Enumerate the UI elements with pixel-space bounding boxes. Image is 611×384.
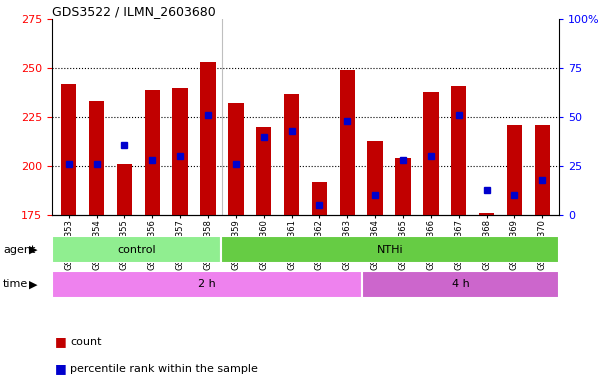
Text: NTHi: NTHi (377, 245, 403, 255)
Text: GDS3522 / ILMN_2603680: GDS3522 / ILMN_2603680 (52, 5, 216, 18)
Bar (367, 141, 383, 215)
Bar (200, 62, 216, 215)
Text: 2 h: 2 h (198, 279, 216, 289)
Text: count: count (70, 337, 102, 347)
Bar (117, 164, 132, 215)
Bar (172, 88, 188, 215)
Text: ■: ■ (55, 335, 67, 348)
Bar (395, 158, 411, 215)
Text: 4 h: 4 h (452, 279, 469, 289)
Bar (284, 94, 299, 215)
Bar (221, 236, 559, 263)
Text: ▶: ▶ (29, 279, 38, 289)
Text: time: time (3, 279, 28, 289)
Text: ■: ■ (55, 362, 67, 375)
Bar (479, 213, 494, 215)
Text: agent: agent (3, 245, 35, 255)
Bar (228, 103, 244, 215)
Bar (340, 70, 355, 215)
Bar (535, 125, 550, 215)
Text: ▶: ▶ (29, 245, 38, 255)
Bar (362, 271, 559, 298)
Bar (52, 271, 362, 298)
Bar (256, 127, 271, 215)
Bar (145, 90, 160, 215)
Bar (61, 84, 76, 215)
Bar (52, 236, 221, 263)
Bar (89, 101, 104, 215)
Bar (507, 125, 522, 215)
Bar (451, 86, 466, 215)
Bar (312, 182, 327, 215)
Text: control: control (117, 245, 156, 255)
Text: percentile rank within the sample: percentile rank within the sample (70, 364, 258, 374)
Bar (423, 92, 439, 215)
